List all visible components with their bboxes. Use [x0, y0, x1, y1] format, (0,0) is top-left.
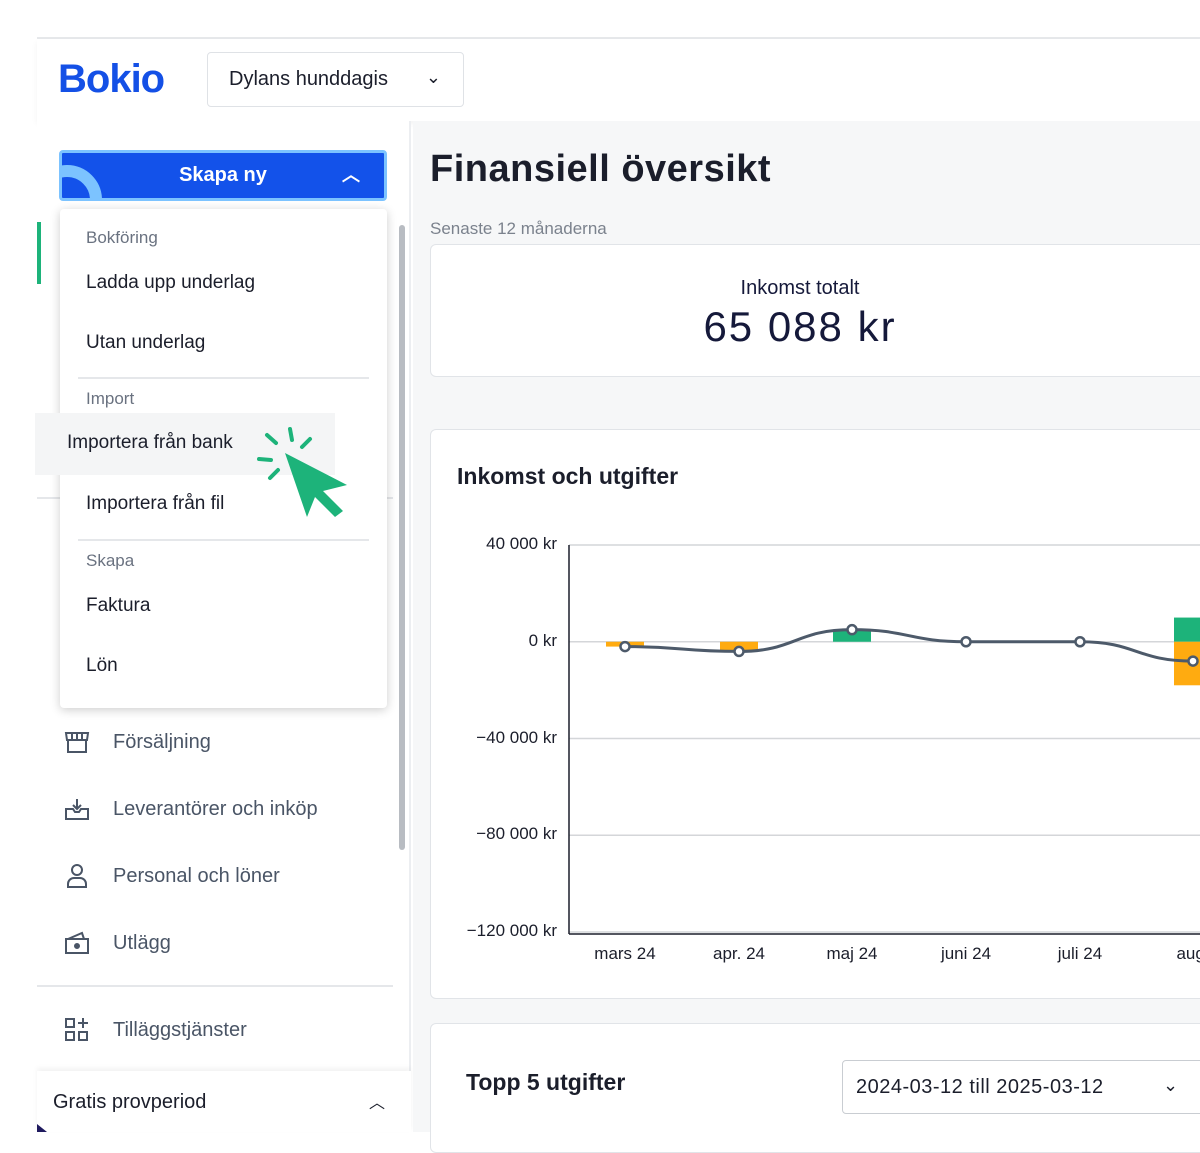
sidebar-scrollbar[interactable] — [399, 225, 405, 850]
create-new-label: Skapa ny — [179, 164, 267, 186]
sidebar-item-label: Personal och löner — [113, 864, 280, 887]
net-point[interactable] — [733, 645, 745, 658]
wallet-icon — [62, 929, 92, 957]
bokio-logo[interactable]: Bokio — [58, 57, 165, 101]
store-icon — [62, 728, 92, 756]
menu-item-upload[interactable]: Ladda upp underlag — [86, 272, 256, 293]
sidebar-item-addons[interactable]: Tilläggstjänster — [62, 1016, 247, 1044]
sidebar-item-label: Leverantörer och inköp — [113, 797, 318, 820]
menu-item-import-bank[interactable]: Importera från bank — [35, 413, 335, 475]
chevron-down-icon: ⌄ — [425, 67, 441, 87]
chevron-up-icon: ︿ — [368, 1095, 385, 1112]
menu-section-title: Import — [86, 389, 135, 408]
net-point[interactable] — [846, 623, 858, 636]
income-card: Inkomst totalt 65 088 kr — [430, 244, 1200, 377]
menu-section-title: Skapa — [86, 551, 135, 570]
sidebar-item-suppliers[interactable]: Leverantörer och inköp — [62, 795, 318, 823]
chevron-down-icon: ⌄ — [1163, 1075, 1179, 1095]
sidebar-item-label: Tilläggstjänster — [113, 1018, 247, 1041]
header: Bokio Dylans hunddagis ⌄ — [37, 39, 1200, 121]
trial-panel-toggle[interactable]: Gratis provperiod ︿ — [37, 1071, 411, 1132]
chart-title: Inkomst och utgifter — [457, 463, 679, 489]
y-tick-label: 40 000 kr — [486, 534, 557, 553]
sidebar-item-label: Utlägg — [113, 931, 171, 954]
create-new-button[interactable]: Skapa ny ︿ — [59, 150, 387, 201]
period-label: Senaste 12 månaderna — [430, 219, 607, 238]
menu-divider — [78, 377, 369, 379]
menu-item-import-file[interactable]: Importera från fil — [86, 493, 225, 514]
company-name: Dylans hunddagis — [229, 68, 388, 90]
active-indicator — [37, 222, 41, 284]
chart-card — [430, 429, 1200, 999]
x-tick-label: juni 24 — [940, 944, 992, 963]
menu-section-title: Bokföring — [86, 228, 158, 247]
sidebar-item-staff[interactable]: Personal och löner — [62, 862, 280, 890]
x-tick-label: aug. — [1176, 944, 1200, 963]
y-tick-label: −40 000 kr — [476, 727, 557, 747]
sidebar-item-sales[interactable]: Försäljning — [62, 728, 211, 756]
y-tick-label: −80 000 kr — [476, 824, 557, 844]
net-point[interactable] — [619, 640, 631, 653]
company-selector[interactable]: Dylans hunddagis ⌄ — [207, 52, 464, 107]
menu-item-invoice[interactable]: Faktura — [86, 595, 151, 616]
net-point[interactable] — [1187, 655, 1199, 667]
decorative-corner — [37, 1124, 47, 1132]
x-tick-label: juli 24 — [1057, 944, 1103, 963]
person-icon — [62, 862, 92, 890]
net-point[interactable] — [960, 636, 972, 648]
menu-divider — [78, 539, 369, 541]
x-tick-label: maj 24 — [826, 944, 878, 963]
page-title: Finansiell översikt — [430, 148, 772, 190]
top-divider — [37, 37, 1200, 39]
x-tick-label: mars 24 — [594, 944, 656, 963]
top5-title: Topp 5 utgifter — [466, 1069, 626, 1095]
date-range-value: 2024-03-12 till 2025-03-12 — [856, 1076, 1104, 1098]
y-tick-label: 0 kr — [528, 630, 557, 650]
date-range-select[interactable]: 2024-03-12 till 2025-03-12 ⌄ — [842, 1060, 1200, 1114]
menu-item-salary[interactable]: Lön — [86, 655, 118, 676]
x-tick-label: apr. 24 — [713, 944, 765, 963]
trial-label: Gratis provperiod — [53, 1091, 207, 1113]
menu-item-without-receipt[interactable]: Utan underlag — [86, 332, 206, 353]
income-value: 65 088 kr — [703, 303, 897, 350]
income-bar[interactable] — [1174, 617, 1200, 642]
add-apps-icon — [62, 1016, 92, 1044]
net-line — [624, 628, 1194, 663]
sidebar-item-expenses[interactable]: Utlägg — [62, 929, 171, 957]
chevron-up-icon: ︿ — [342, 165, 360, 185]
menu-item-label: Importera från bank — [67, 432, 233, 453]
y-tick-label: −120 000 kr — [466, 921, 557, 940]
income-label: Inkomst totalt — [740, 277, 860, 299]
sidebar-item-label: Försäljning — [113, 730, 211, 753]
sidebar-divider — [37, 985, 393, 987]
income-bar[interactable] — [833, 629, 871, 642]
inbox-icon — [62, 795, 92, 823]
cursor-click-icon — [257, 427, 347, 517]
net-point[interactable] — [1074, 636, 1086, 648]
